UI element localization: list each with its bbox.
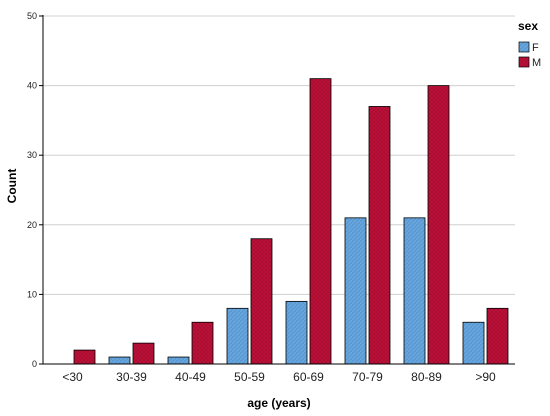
y-tick-label: 10	[27, 289, 37, 299]
legend-label-F: F	[532, 42, 539, 54]
legend: sex FM	[518, 19, 541, 69]
bar-M-50-59	[250, 238, 273, 365]
x-tick-label: 70-79	[352, 370, 383, 384]
legend-swatch-M	[518, 56, 530, 68]
bar-F-80-89	[403, 217, 426, 365]
y-tick-label: 0	[32, 359, 37, 369]
bar-M-40-49	[191, 321, 214, 365]
x-tick-label: 60-69	[293, 370, 324, 384]
y-axis-title: Count	[5, 169, 19, 204]
bar-F-60-69	[285, 300, 308, 365]
bar-F->90	[462, 321, 485, 365]
x-tick-label: 40-49	[175, 370, 206, 384]
x-tick-label: >90	[475, 370, 496, 384]
y-tick-label: 20	[27, 220, 37, 230]
bar-M-80-89	[427, 85, 450, 365]
legend-title: sex	[518, 19, 538, 33]
y-tick-label: 30	[27, 150, 37, 160]
bar-M->90	[486, 307, 509, 365]
y-tick-labels: 0 10 20 30 40 50	[27, 11, 43, 369]
legend-swatch-F	[518, 41, 530, 53]
bar-F-40-49	[167, 356, 190, 365]
x-tick-labels: <30 30-39 40-49 50-59 60-69 70-79 80-89 >90	[62, 370, 496, 384]
bar-M-<30	[73, 349, 96, 365]
x-tick-label: 80-89	[411, 370, 442, 384]
bar-M-30-39	[132, 342, 155, 365]
axes	[42, 15, 515, 365]
bar-F-50-59	[226, 307, 249, 365]
bar-F-30-39	[108, 356, 131, 365]
bar-M-60-69	[309, 78, 332, 365]
legend-label-M: M	[532, 57, 541, 69]
x-tick-label: 50-59	[234, 370, 265, 384]
bar-M-70-79	[368, 106, 391, 365]
y-tick-label: 50	[27, 11, 37, 21]
x-tick-label: <30	[62, 370, 83, 384]
bar-F-70-79	[344, 217, 367, 365]
y-tick-label: 40	[27, 81, 37, 91]
x-axis-title: age (years)	[247, 396, 310, 410]
bars	[73, 78, 509, 365]
x-tick-label: 30-39	[116, 370, 147, 384]
